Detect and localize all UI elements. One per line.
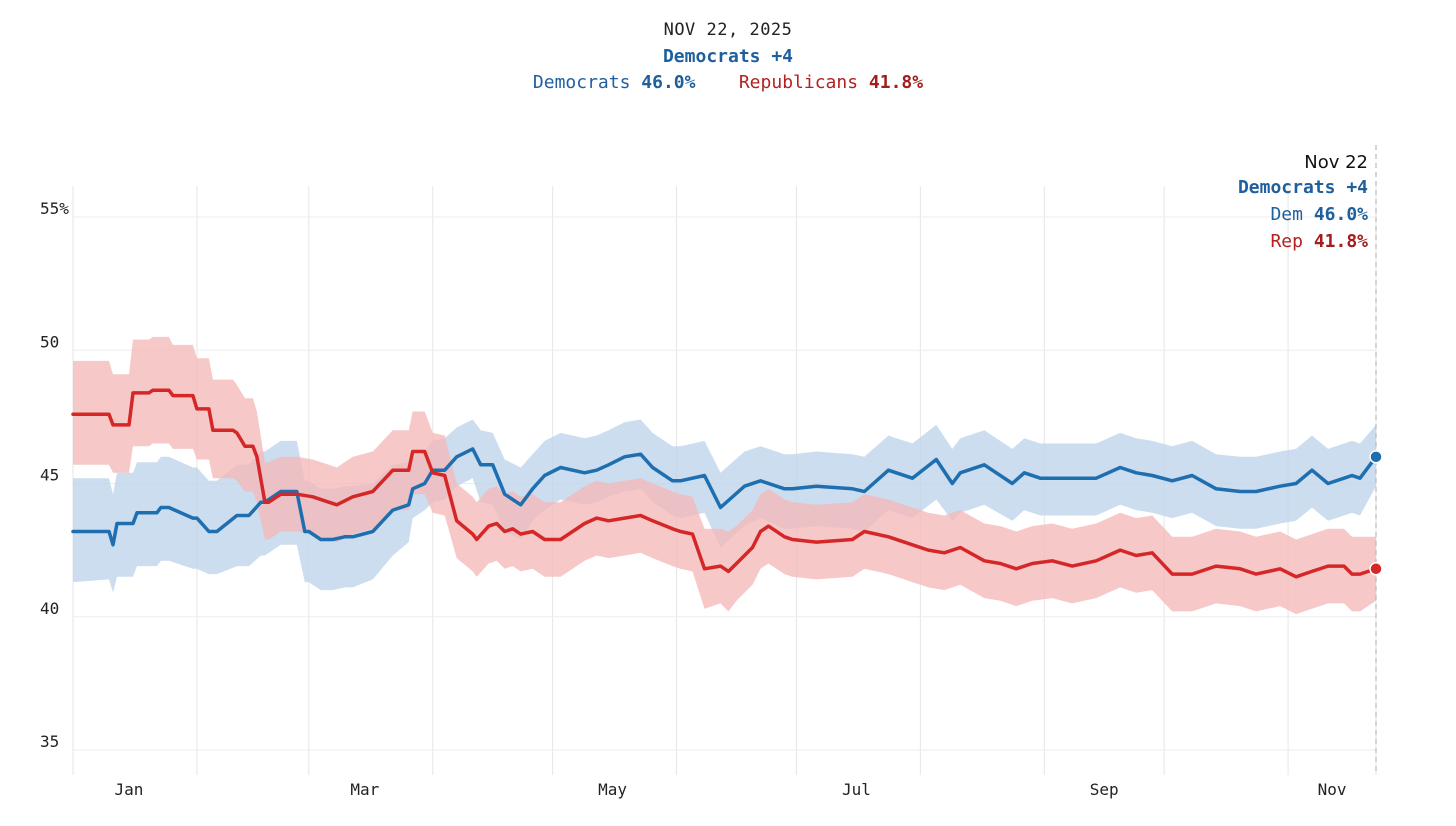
y-tick-label: 45 <box>40 466 59 485</box>
x-axis: Jan Mar May Jul Sep Nov <box>115 780 1347 799</box>
annotation-dem-value: 46.0% <box>1314 204 1368 225</box>
header-lead: Democrats +4 <box>662 46 794 67</box>
dem-series-line <box>71 447 1378 547</box>
header-rep-label: Republicans <box>738 72 859 93</box>
y-tick-label: 40 <box>40 599 59 618</box>
annotation-dem: Dem 46.0% <box>1270 204 1368 225</box>
rep-end-dot[interactable] <box>1369 562 1383 576</box>
y-axis: 55% 50 45 40 35 <box>40 199 69 751</box>
annotation-date: Nov 22 <box>1304 152 1368 173</box>
series-lines <box>71 388 1378 579</box>
annotation-rep-value: 41.8% <box>1314 231 1368 252</box>
annotation-dem-label: Dem <box>1270 204 1303 225</box>
dem-end-dot[interactable] <box>1369 450 1383 464</box>
y-tick-label: 50 <box>40 332 59 351</box>
x-tick-label: Jan <box>115 780 144 799</box>
rep-confidence-band <box>73 336 1376 615</box>
chart-header: NOV 22, 2025 Democrats +4 Democrats 46.0… <box>0 20 1456 93</box>
header-rep-value: 41.8% <box>868 72 924 93</box>
annotation-lead: Democrats +4 <box>1238 177 1368 198</box>
hover-annotation: Nov 22 Democrats +4 Dem 46.0% Rep 41.8% <box>1238 152 1368 252</box>
y-tick-label: 55% <box>40 199 69 218</box>
x-tick-label: Sep <box>1090 780 1119 799</box>
rep-series-line <box>71 388 1378 579</box>
header-dem-value: 46.0% <box>641 72 696 93</box>
x-tick-label: Mar <box>350 780 379 799</box>
y-tick-label: 35 <box>40 732 59 751</box>
annotation-rep-label: Rep <box>1270 231 1303 252</box>
x-tick-label: Nov <box>1318 780 1347 799</box>
x-tick-label: Jul <box>842 780 871 799</box>
header-values: Democrats 46.0% Republicans 41.8% <box>0 72 1456 93</box>
end-markers[interactable] <box>1369 450 1383 576</box>
x-tick-label: May <box>598 780 627 799</box>
header-date: NOV 22, 2025 <box>663 20 793 40</box>
header-dem-label: Democrats <box>532 72 631 93</box>
annotation-rep: Rep 41.8% <box>1270 231 1368 252</box>
